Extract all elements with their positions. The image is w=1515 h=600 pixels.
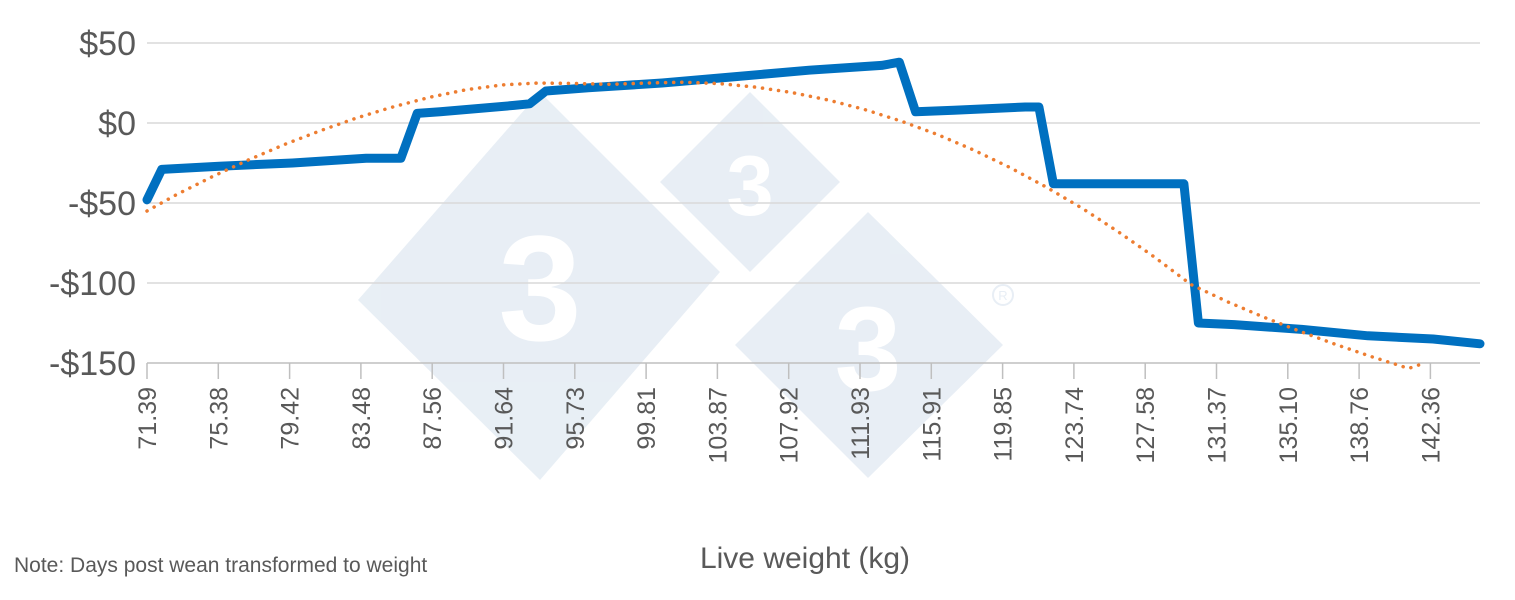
x-tick-label: 119.85 bbox=[990, 387, 1018, 462]
x-tick-label: 87.56 bbox=[419, 387, 447, 450]
x-tick-label: 99.81 bbox=[633, 387, 661, 450]
y-tick-label: -$50 bbox=[68, 185, 136, 223]
svg-text:3: 3 bbox=[835, 282, 902, 416]
x-axis-label: Live weight (kg) bbox=[700, 542, 910, 575]
x-tick-label: 79.42 bbox=[277, 387, 305, 450]
x-tick-label: 71.39 bbox=[134, 387, 162, 450]
x-tick-label: 111.93 bbox=[847, 387, 875, 460]
series-line-profit bbox=[142, 57, 1485, 349]
x-tick-label: 83.48 bbox=[348, 387, 376, 450]
x-tick-label: 75.38 bbox=[205, 387, 233, 450]
footnote: Note: Days post wean transformed to weig… bbox=[14, 554, 428, 577]
svg-text:3: 3 bbox=[726, 139, 773, 234]
x-tick-label: 115.91 bbox=[918, 387, 946, 462]
x-axis-ticks: 71.39 75.38 79.42 83.48 87.56 91.64 95.73 99.81… bbox=[134, 363, 1445, 463]
y-tick-label: -$150 bbox=[49, 345, 136, 383]
x-tick-label: 127.58 bbox=[1132, 387, 1160, 463]
series-group bbox=[142, 57, 1485, 371]
x-tick-label: 142.36 bbox=[1417, 387, 1445, 463]
x-tick-label: 91.64 bbox=[491, 387, 519, 450]
y-axis-ticks: $50 $0 -$50 -$100 -$150 bbox=[49, 25, 136, 383]
x-tick-label: 131.37 bbox=[1204, 387, 1232, 463]
gridlines bbox=[147, 42, 1480, 284]
series-line-trend bbox=[145, 80, 1427, 371]
svg-text:3: 3 bbox=[498, 204, 581, 372]
watermark-logo: 3 3 3 R bbox=[358, 92, 1014, 480]
svg-text:R: R bbox=[998, 288, 1007, 303]
x-tick-label: 103.87 bbox=[704, 387, 732, 463]
y-tick-label: $50 bbox=[79, 25, 136, 63]
y-tick-label: -$100 bbox=[49, 265, 136, 303]
x-tick-label: 135.10 bbox=[1275, 387, 1303, 463]
x-tick-label: 123.74 bbox=[1061, 387, 1089, 464]
x-tick-label: 95.73 bbox=[562, 387, 590, 450]
x-tick-label: 138.76 bbox=[1346, 387, 1374, 463]
x-tick-label: 107.92 bbox=[776, 387, 804, 463]
y-tick-label: $0 bbox=[98, 105, 136, 143]
